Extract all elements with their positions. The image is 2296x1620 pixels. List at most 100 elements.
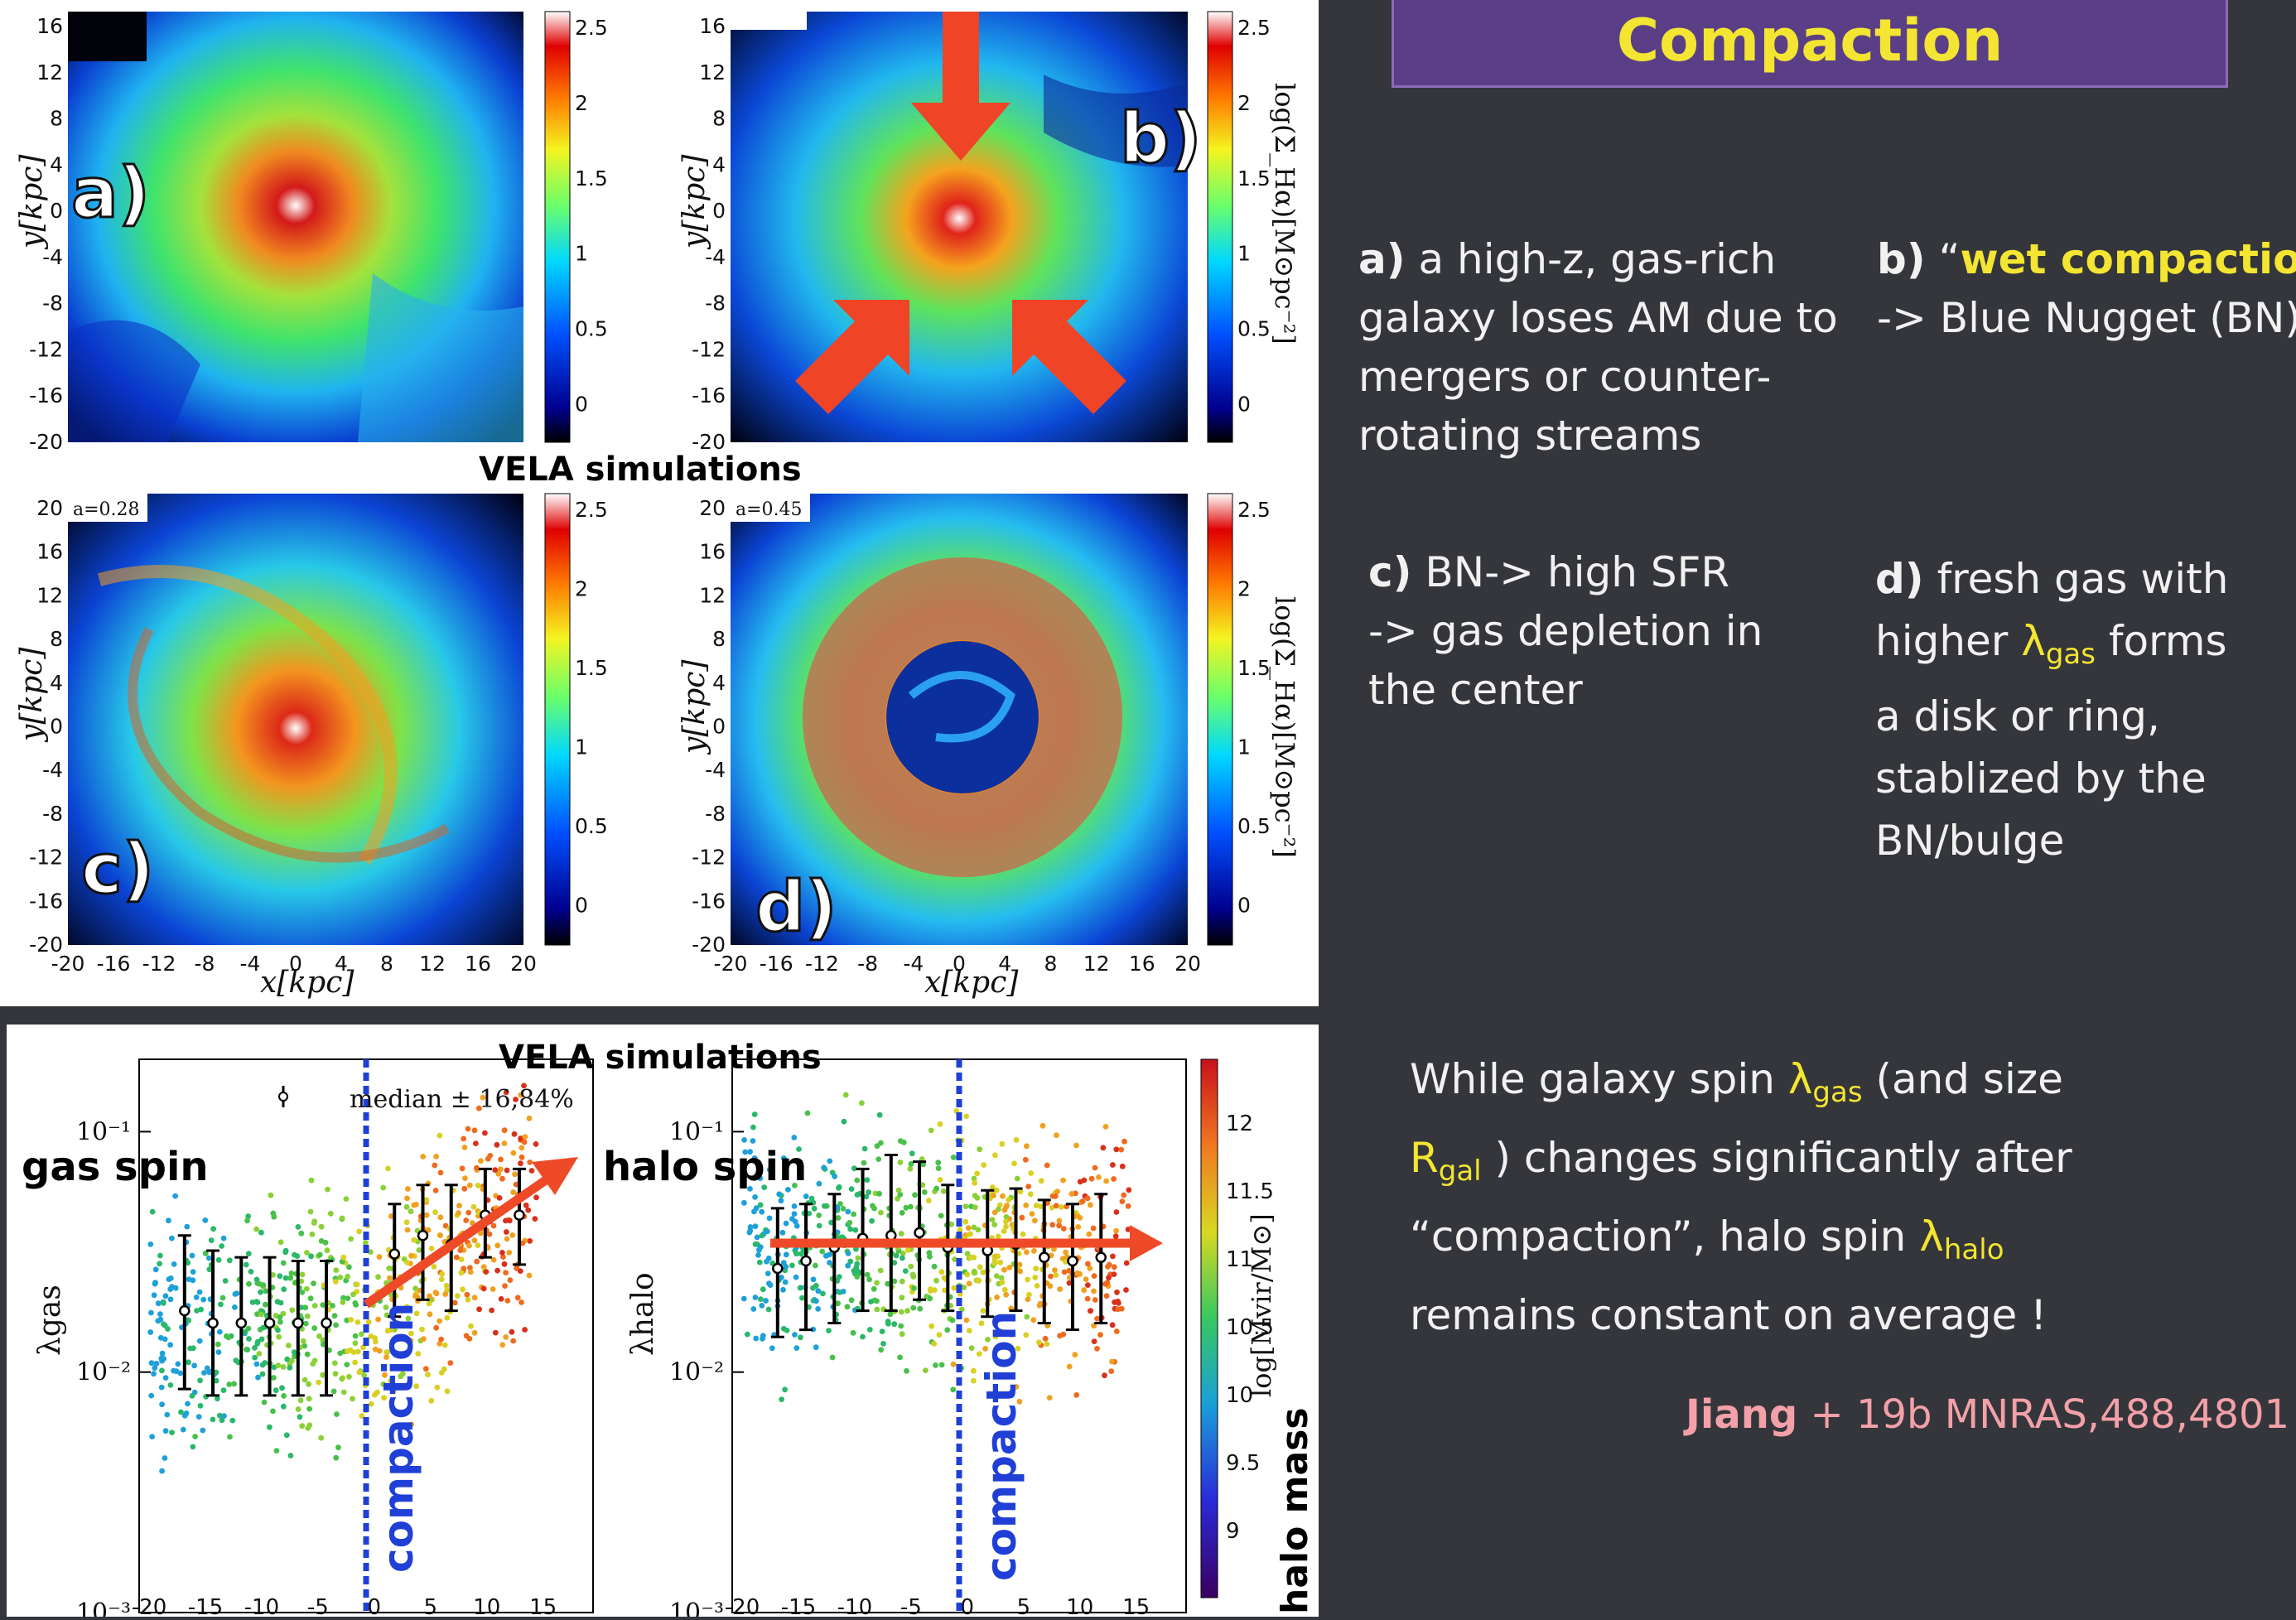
x-tick-label: -20 <box>714 952 748 976</box>
scatter-point <box>845 1208 851 1215</box>
scatter-point <box>253 1276 260 1283</box>
scatter-point <box>442 1291 449 1297</box>
scatter-point <box>1032 1217 1038 1224</box>
y-tick-label: 12 <box>699 60 726 84</box>
scatter-point <box>1060 1177 1066 1184</box>
scatter-point <box>299 1423 306 1430</box>
scatter-point <box>847 1258 854 1265</box>
scatter-point <box>166 1276 172 1282</box>
scatter-point <box>885 1319 891 1324</box>
scatter-point <box>277 1319 283 1325</box>
scatter-point <box>437 1341 443 1347</box>
scatter-point <box>215 1341 221 1348</box>
median-point <box>235 1317 248 1329</box>
scatter-point <box>835 1300 841 1307</box>
scatter-point <box>791 1211 798 1217</box>
scatter-point <box>871 1285 877 1292</box>
scatter-point <box>461 1145 468 1150</box>
y-tick-label: 8 <box>50 627 63 651</box>
median-point <box>179 1304 191 1317</box>
scatter-point <box>861 1160 867 1166</box>
scatter-point <box>503 1334 509 1340</box>
scatter-point <box>982 1346 988 1352</box>
scatter-point <box>845 1262 851 1269</box>
x-tick-label: 8 <box>380 952 393 976</box>
scatter-point <box>1072 1352 1078 1358</box>
scatter-point <box>933 1185 940 1192</box>
scatter-point <box>494 1141 500 1148</box>
scatter-point <box>1006 1265 1013 1270</box>
scatter-point <box>1115 1298 1121 1304</box>
scatter-point <box>169 1235 175 1242</box>
scatter-point <box>281 1393 287 1399</box>
scatter-point <box>769 1345 775 1352</box>
scatter-point <box>503 1089 509 1096</box>
y-tick-label: -12 <box>692 846 726 870</box>
scatter-point <box>938 1362 945 1368</box>
scatter-point <box>903 1204 909 1211</box>
summary-text: While galaxy spin λgas (and size Rgal ) … <box>1410 1047 2288 1348</box>
scatter-point <box>1060 1226 1067 1232</box>
y-tick-label: 12 <box>36 583 63 607</box>
scatter-point <box>879 1328 885 1334</box>
item-c-text: c) BN-> high SFR -> gas depletion in the… <box>1368 543 1832 720</box>
scatter-point <box>393 1350 400 1357</box>
scatter-point <box>875 1156 882 1162</box>
x-tick-label: 12 <box>419 952 446 976</box>
item-d-line-2-pre: higher <box>1875 617 2022 665</box>
scatter-point <box>171 1367 177 1374</box>
scatter-point <box>1037 1300 1044 1307</box>
item-d-line-1: fresh gas with <box>1937 555 2229 603</box>
y-tick-label: 0 <box>50 715 63 739</box>
scatter-point <box>910 1304 917 1311</box>
scatter-point <box>185 1401 191 1407</box>
scatter-point <box>966 1280 972 1287</box>
scatter-point <box>751 1155 758 1161</box>
scatter-point <box>957 1227 963 1233</box>
scatter-point <box>172 1193 179 1199</box>
scatter-point <box>519 1154 525 1160</box>
scatter-point <box>815 1306 821 1312</box>
colorbar-label-top: log(Σ_Hα)[M⊙pc⁻²] <box>1269 83 1300 345</box>
scatter-point <box>492 1167 499 1173</box>
scatter-point <box>148 1309 154 1316</box>
scatter-point <box>958 1306 965 1313</box>
scatter-point <box>911 1285 917 1291</box>
scatter-point <box>273 1448 280 1454</box>
scatter-point <box>157 1316 164 1323</box>
scatter-point <box>288 1270 295 1276</box>
scatter-point <box>302 1320 309 1327</box>
scatter-point <box>962 1203 969 1209</box>
legend-text: median ± 16,84% <box>350 1085 574 1114</box>
scatter-point <box>425 1227 432 1233</box>
colorbar-tick-label: 1.5 <box>1237 656 1271 680</box>
scatter-point <box>792 1332 798 1338</box>
scatter-point <box>281 1403 287 1410</box>
scatter-point <box>811 1205 818 1212</box>
scatter-point <box>490 1222 497 1229</box>
scatter-point <box>1073 1392 1080 1398</box>
y-tick-label: -20 <box>29 933 63 957</box>
scatter-point <box>1104 1280 1111 1286</box>
scatter-point <box>219 1295 226 1301</box>
scatter-point <box>1123 1260 1130 1266</box>
scatter-point <box>782 1386 788 1393</box>
scatter-point <box>1063 1259 1068 1265</box>
colorbar-tick-labels: 2.5 2 1.5 1 0.5 0 2.5 2 1.5 1 0.5 0 2.5 2 1.5 1 0.5 0 2.5 2… <box>575 16 1271 917</box>
scatter-point <box>532 1216 538 1222</box>
scatter-point <box>991 1209 998 1216</box>
scatter-point <box>878 1347 885 1353</box>
scatter-tick-labels: 10⁻¹10⁻²10⁻³ -20 -15 -10 -5 0 5 10 1510⁻¹10⁻²10⁻… <box>76 1117 1150 1620</box>
scatter-point <box>1119 1163 1126 1169</box>
item-a-text: a) a high-z, gas-rich galaxy loses AM du… <box>1358 230 1855 465</box>
scatter-point <box>937 1177 943 1183</box>
panel-a-map <box>68 12 523 442</box>
scatter-point <box>974 1170 981 1177</box>
halo-mass-colorbar-ticks: 12 11.5 11 10.5 10 9.5 9 <box>1226 1111 1274 1544</box>
scatter-point <box>311 1280 316 1286</box>
scatter-point <box>791 1203 798 1209</box>
scatter-point <box>330 1388 337 1395</box>
scatter-point <box>196 1289 203 1295</box>
scatter-point <box>147 1242 154 1247</box>
scatter-point <box>789 1262 795 1269</box>
